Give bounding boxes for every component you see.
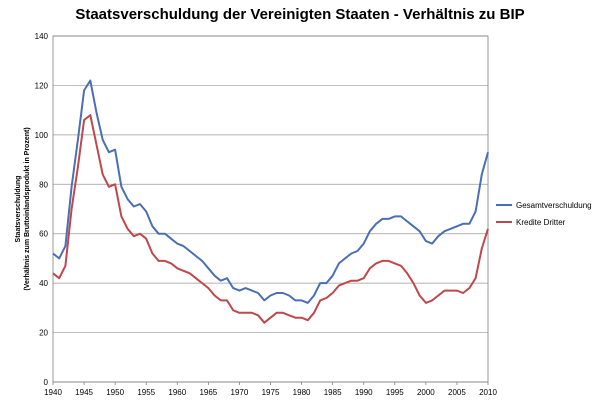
series-line-kredite-dritter	[52, 114, 489, 324]
x-tick-label: 2010	[479, 388, 497, 397]
y-tick-label: 100	[35, 131, 49, 140]
x-tick-label: 1950	[106, 388, 124, 397]
y-tick-label: 120	[35, 81, 49, 90]
x-tick-label: 1980	[293, 388, 311, 397]
legend-label: Gesamtverschuldung	[516, 201, 592, 210]
x-tick-label: 1975	[262, 388, 280, 397]
y-tick-label: 20	[39, 329, 48, 338]
x-tick-label: 1995	[386, 388, 404, 397]
x-tick-label: 1955	[137, 388, 155, 397]
y-tick-label: 40	[39, 279, 48, 288]
y-tick-label: 60	[39, 230, 48, 239]
x-tick-label: 1970	[231, 388, 249, 397]
x-tick-label: 1945	[75, 388, 93, 397]
y-tick-label: 80	[39, 180, 48, 189]
legend-label: Kredite Dritter	[516, 218, 566, 227]
x-tick-label: 1990	[355, 388, 373, 397]
x-tick-label: 1940	[44, 388, 62, 397]
x-tick-label: 1985	[324, 388, 342, 397]
chart-title: Staatsverschuldung der Vereinigten Staat…	[75, 6, 525, 23]
plot-area	[52, 35, 489, 383]
y-axis-sublabel: (Verhältnis zum Bruttoinlandsprodukt in …	[24, 127, 31, 290]
y-tick-label: 140	[35, 32, 49, 41]
x-tick-label: 1960	[168, 388, 186, 397]
x-tick-label: 2005	[448, 388, 466, 397]
series-line-gesamtverschuldung	[52, 79, 489, 304]
x-tick-label: 2000	[417, 388, 435, 397]
y-tick-label: 0	[44, 378, 49, 387]
x-tick-label: 1965	[199, 388, 217, 397]
y-axis-label: Staatsverschuldung	[15, 176, 22, 243]
